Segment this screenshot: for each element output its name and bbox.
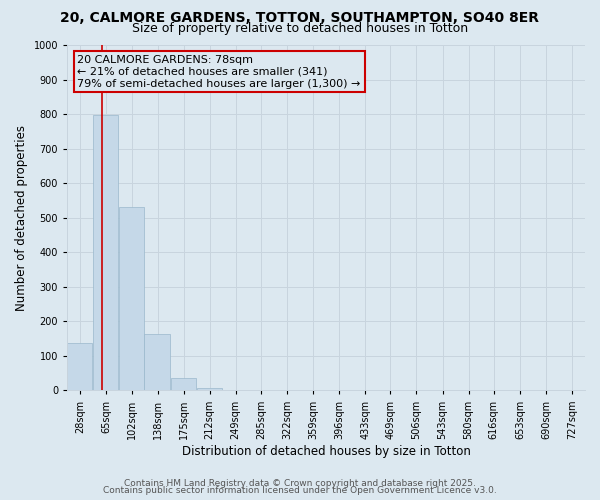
Text: Contains public sector information licensed under the Open Government Licence v3: Contains public sector information licen…	[103, 486, 497, 495]
Bar	[93, 115, 118, 390]
Bar	[145, 334, 170, 390]
Bar	[119, 208, 145, 390]
Text: Size of property relative to detached houses in Totton: Size of property relative to detached ho…	[132, 22, 468, 35]
Text: 20, CALMORE GARDENS, TOTTON, SOUTHAMPTON, SO40 8ER: 20, CALMORE GARDENS, TOTTON, SOUTHAMPTON…	[61, 12, 539, 26]
Y-axis label: Number of detached properties: Number of detached properties	[15, 124, 28, 310]
X-axis label: Distribution of detached houses by size in Totton: Distribution of detached houses by size …	[182, 444, 470, 458]
Bar	[197, 388, 222, 390]
Text: Contains HM Land Registry data © Crown copyright and database right 2025.: Contains HM Land Registry data © Crown c…	[124, 478, 476, 488]
Text: 20 CALMORE GARDENS: 78sqm
← 21% of detached houses are smaller (341)
79% of semi: 20 CALMORE GARDENS: 78sqm ← 21% of detac…	[77, 56, 361, 88]
Bar	[170, 378, 196, 390]
Bar	[67, 343, 92, 390]
